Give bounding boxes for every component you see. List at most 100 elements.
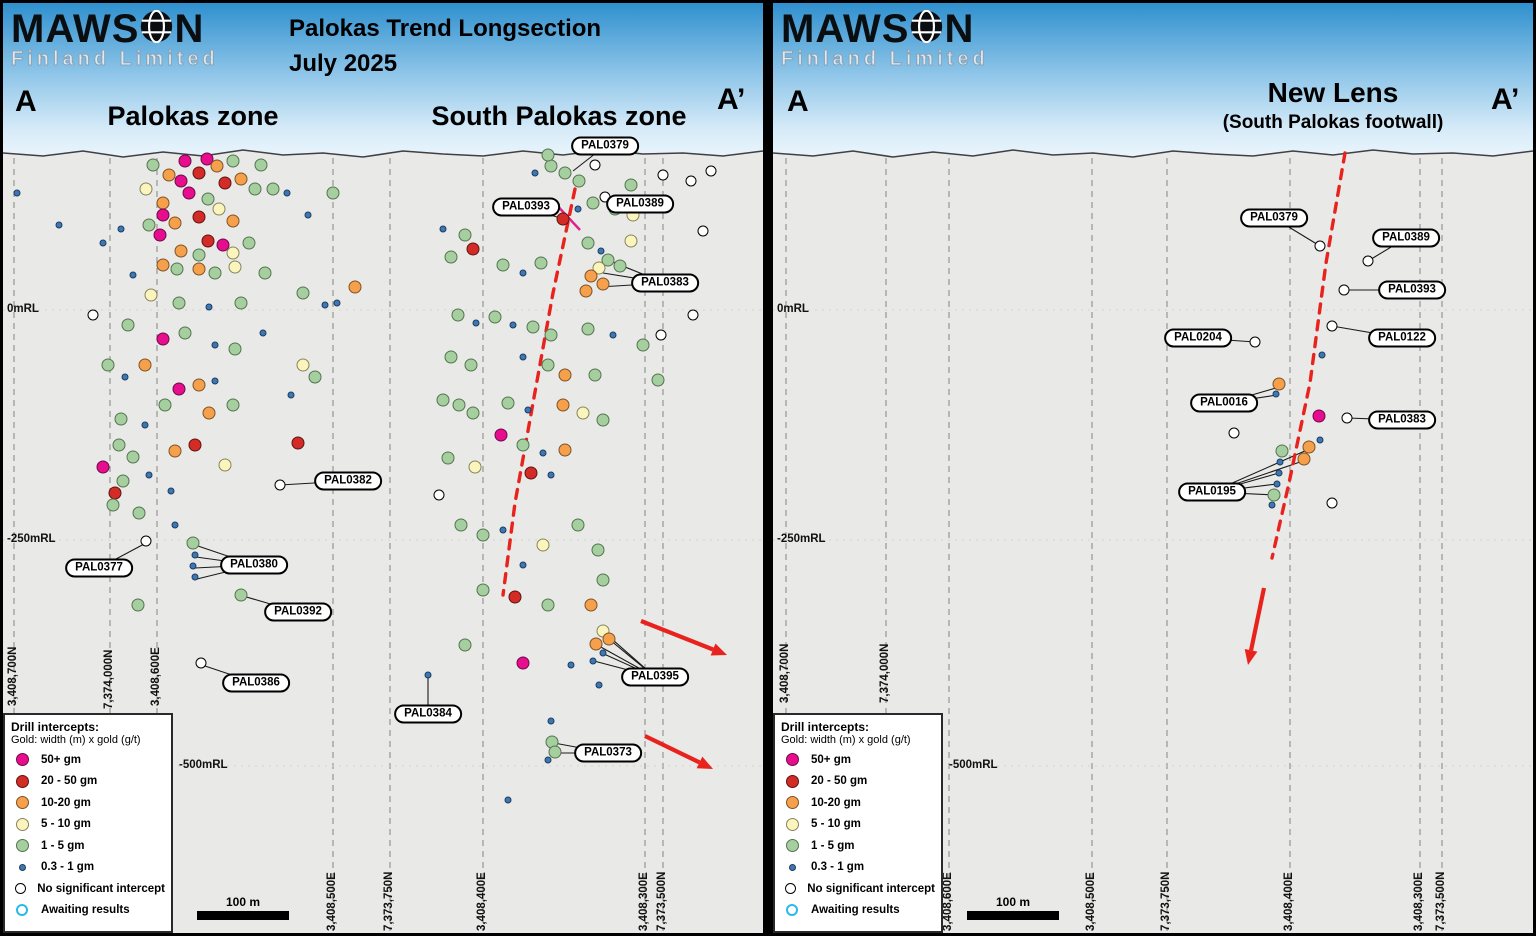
drill-intercept-dot-0.3-1 <box>287 391 295 399</box>
drill-intercept-dot-1-5 <box>651 373 665 387</box>
drill-intercept-dot-1-5 <box>591 543 605 557</box>
drill-intercept-dot-1-5 <box>254 158 268 172</box>
drillhole-label: PAL0379 <box>1240 208 1308 228</box>
drill-intercept-dot-5-10 <box>624 234 638 248</box>
drill-intercept-dot-10-20 <box>556 398 570 412</box>
legend-dot-10-20 <box>15 796 29 810</box>
legend-item-label: 20 - 50 gm <box>811 775 868 788</box>
grid-coordinate-label: 3,408,600E <box>942 872 954 931</box>
elevation-label: -250mRL <box>777 533 826 545</box>
figure-title-line2: July 2025 <box>289 50 398 77</box>
drillhole-label: PAL0379 <box>571 136 639 156</box>
grid-coordinate-label: 3,408,700N <box>7 646 19 706</box>
drill-intercept-dot-10-20 <box>156 258 170 272</box>
drill-intercept-dot-10-20 <box>226 214 240 228</box>
drill-intercept-dot-0.3-1 <box>99 239 107 247</box>
legend-item-label: 5 - 10 gm <box>41 818 91 831</box>
drill-intercept-dot-50+ <box>156 332 170 346</box>
drill-intercept-dot-nsi <box>140 535 152 547</box>
legend-item: 5 - 10 gm <box>781 814 935 836</box>
drill-intercept-dot-5-10 <box>218 458 232 472</box>
drill-intercept-dot-10-20 <box>210 159 224 173</box>
drill-intercept-dot-1-5 <box>114 412 128 426</box>
drill-intercept-dot-5-10 <box>144 288 158 302</box>
drill-intercept-dot-1-5 <box>106 498 120 512</box>
drill-intercept-dot-1-5 <box>541 358 555 372</box>
drill-intercept-dot-nsi <box>589 159 601 171</box>
drillhole-label: PAL0386 <box>222 673 290 693</box>
legend-title: Drill intercepts: <box>11 720 100 734</box>
legend-title: Drill intercepts: <box>781 720 870 734</box>
drill-intercept-dot-1-5 <box>126 450 140 464</box>
legend-item: No significant intercept <box>11 878 165 900</box>
drill-intercept-dot-10-20 <box>1272 377 1286 391</box>
drill-intercept-dot-10-20 <box>192 262 206 276</box>
legend-item-label: 50+ gm <box>811 753 851 766</box>
drill-intercept-dot-1-5 <box>596 413 610 427</box>
drill-intercept-dot-1-5 <box>586 196 600 210</box>
drill-intercept-dot-0.3-1 <box>141 421 149 429</box>
drillhole-label: PAL0395 <box>621 667 689 687</box>
drill-intercept-dot-0.3-1 <box>191 573 199 581</box>
logo-text-left: MAWS <box>781 7 910 51</box>
drill-intercept-dot-0.3-1 <box>283 189 291 197</box>
drill-intercept-dot-1-5 <box>234 296 248 310</box>
scale-bar-rule <box>967 911 1059 920</box>
legend-item: 5 - 10 gm <box>11 814 165 836</box>
grid-coordinate-label: 3,408,500E <box>1085 872 1097 931</box>
elevation-label: 0mRL <box>7 303 39 315</box>
drill-intercept-dot-1-5 <box>178 326 192 340</box>
legend-item-label: 10-20 gm <box>811 796 861 809</box>
drill-intercept-dot-0.3-1 <box>117 225 125 233</box>
legend-swatch-1-5 <box>781 839 803 853</box>
legend-dot-await <box>16 904 28 917</box>
drill-intercept-dot-nsi <box>1326 320 1338 332</box>
drill-intercept-dot-0.3-1 <box>599 649 607 657</box>
scale-bar-label: 100 m <box>995 895 1031 909</box>
drill-intercept-dot-1-5 <box>544 328 558 342</box>
drill-intercept-dot-1-5 <box>548 745 562 759</box>
drill-intercept-dot-0.3-1 <box>121 373 129 381</box>
drill-intercept-dot-1-5 <box>596 573 610 587</box>
drill-intercept-dot-5-10 <box>576 406 590 420</box>
legend-swatch-5-10 <box>11 817 33 831</box>
drill-intercept-dot-0.3-1 <box>504 796 512 804</box>
legend-item: 50+ gm <box>781 749 935 771</box>
drill-intercept-dot-50+ <box>174 174 188 188</box>
mawson-logo-word: MAWS N <box>11 7 219 51</box>
drill-intercept-dot-1-5 <box>228 342 242 356</box>
zone-label-new-lens-sub: (South Palokas footwall) <box>1222 112 1444 133</box>
drill-intercept-dot-50+ <box>494 428 508 442</box>
legend-item: 0.3 - 1 gm <box>11 857 165 879</box>
legend-swatch-50+ <box>781 753 803 767</box>
mawson-logo-word: MAWS N <box>781 7 989 51</box>
legend-swatch-10-20 <box>781 796 803 810</box>
drill-intercept-dot-0.3-1 <box>531 169 539 177</box>
drill-intercept-dot-0.3-1 <box>567 661 575 669</box>
drill-intercept-dot-0.3-1 <box>1272 390 1280 398</box>
drill-intercept-dot-0.3-1 <box>1318 351 1326 359</box>
drill-intercept-dot-20-50 <box>201 234 215 248</box>
drill-intercept-dot-1-5 <box>526 320 540 334</box>
drill-intercept-dot-1-5 <box>601 253 615 267</box>
drill-intercept-dot-1-5 <box>1267 488 1281 502</box>
drill-intercept-dot-0.3-1 <box>211 341 219 349</box>
drill-intercept-dot-nsi <box>1249 336 1261 348</box>
section-marker-a: A <box>787 85 809 118</box>
legend-item: 50+ gm <box>11 749 165 771</box>
drill-intercept-dot-0.3-1 <box>544 756 552 764</box>
legend-swatch-50+ <box>11 753 33 767</box>
drill-intercept-dot-1-5 <box>488 310 502 324</box>
drill-intercept-dot-5-10 <box>296 358 310 372</box>
legend: Drill intercepts: Gold: width (m) x gold… <box>3 713 173 933</box>
drill-intercept-dot-10-20 <box>202 406 216 420</box>
drill-intercept-dot-nsi <box>1338 284 1350 296</box>
legend-dot-20-50 <box>785 774 799 788</box>
legend-dot-20-50 <box>15 774 29 788</box>
drill-intercept-dot-50+ <box>216 238 230 252</box>
drill-intercept-dot-1-5 <box>581 322 595 336</box>
drill-intercept-dot-0.3-1 <box>259 329 267 337</box>
drill-intercept-dot-0.3-1 <box>439 225 447 233</box>
drill-intercept-dot-50+ <box>96 460 110 474</box>
